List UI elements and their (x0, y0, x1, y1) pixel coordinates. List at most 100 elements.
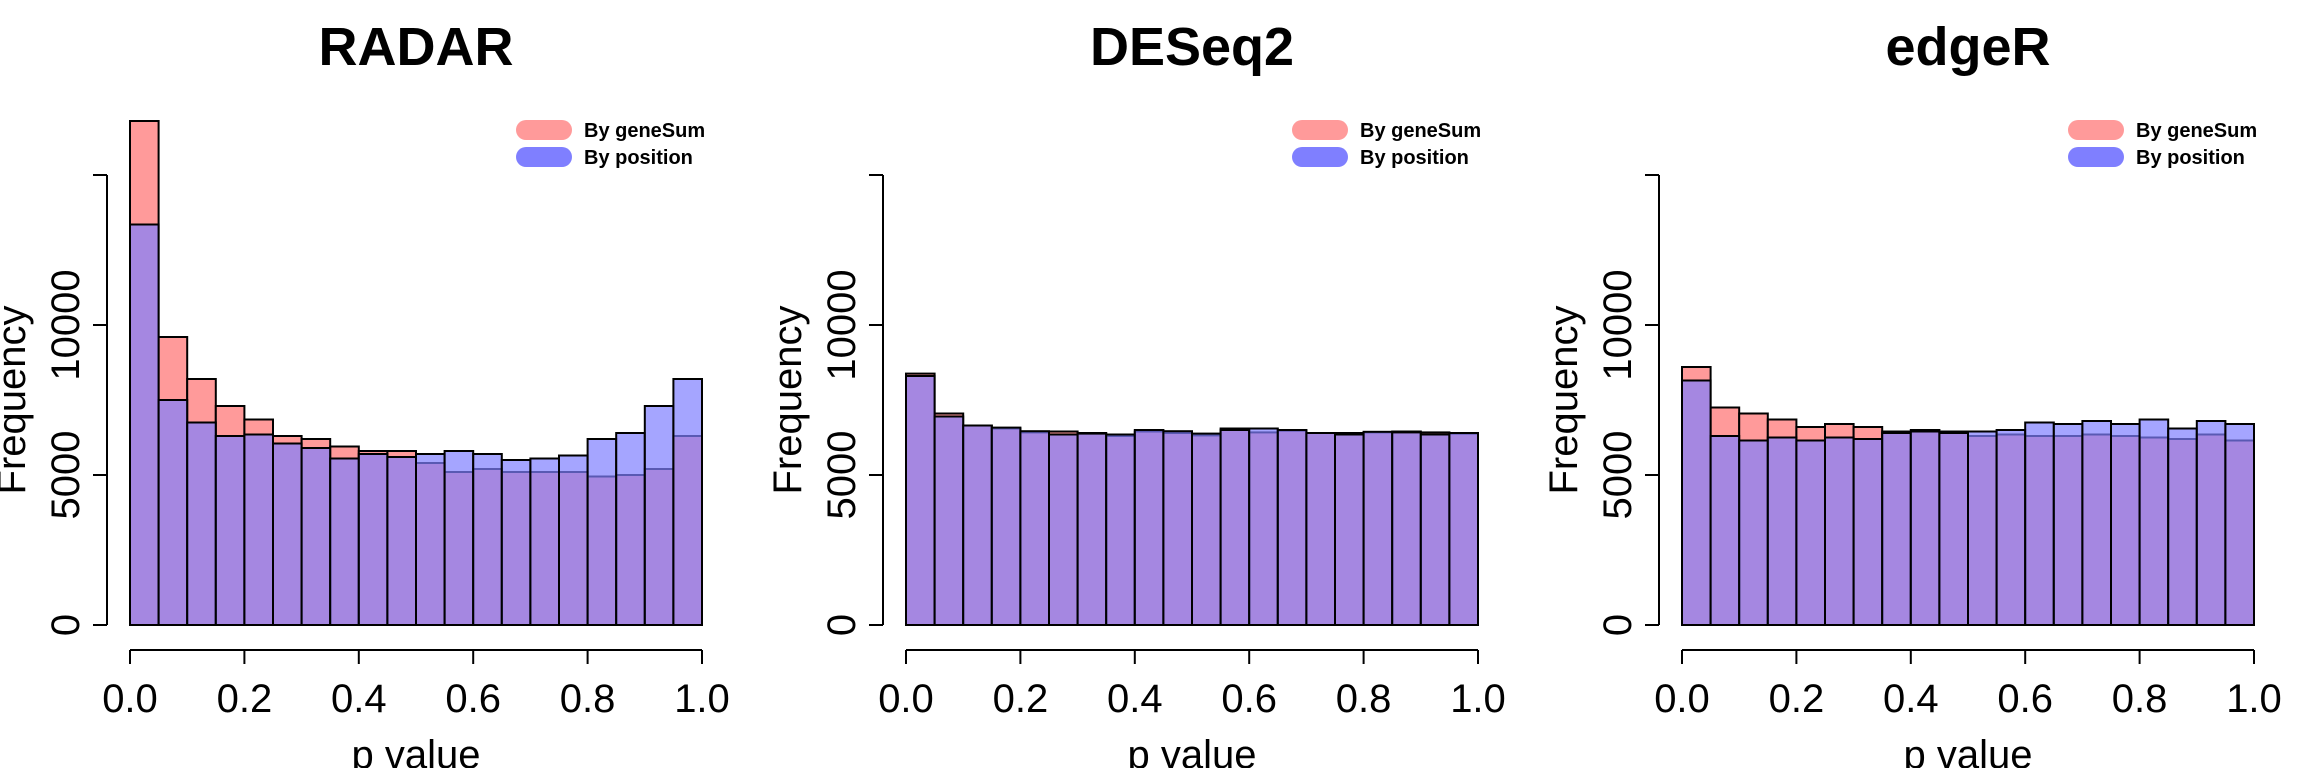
y-tick-label: 0 (44, 614, 88, 636)
x-tick-label: 0.0 (102, 677, 158, 721)
bar-by-position (1795, 439, 1827, 626)
bar-by-position (1909, 430, 1941, 626)
x-tick-label: 0.4 (1107, 677, 1163, 721)
bar-by-position (1048, 433, 1079, 626)
bar-by-position (243, 433, 274, 626)
chart-title: RADAR (319, 17, 514, 77)
bar-by-position (186, 421, 217, 626)
bar-by-position (1019, 430, 1051, 627)
legend-swatch (516, 147, 572, 167)
bar-by-position (2138, 418, 2170, 626)
bar-by-position (586, 438, 618, 626)
legend-label: By geneSum (584, 120, 705, 142)
y-tick-label: 10000 (44, 269, 88, 380)
bar-by-position (272, 442, 303, 626)
bar-by-position (357, 453, 389, 626)
x-tick-label: 1.0 (1450, 677, 1506, 721)
bar-by-position (962, 424, 993, 626)
x-tick-label: 0.4 (1883, 677, 1939, 721)
bar-by-position (1448, 432, 1480, 626)
y-tick-label: 0 (1596, 614, 1640, 636)
legend-swatch (2068, 147, 2124, 167)
panel-2: edgeR 0.0 0.2 0.4 0.6 0.8 1.0 p value 0 5000 10000… (1542, 17, 2282, 768)
legend-label: By geneSum (2136, 120, 2257, 142)
chart-title: edgeR (1885, 17, 2050, 77)
bar-by-position (500, 459, 532, 626)
x-tick-label: 0.6 (445, 677, 501, 721)
x-tick-label: 1.0 (674, 677, 730, 721)
legend-swatch (516, 120, 572, 140)
bar-by-position (990, 426, 1022, 626)
bar-by-position (1105, 433, 1136, 626)
bar-by-position (1419, 433, 1451, 626)
chart-title: DESeq2 (1090, 17, 1294, 77)
bar-by-position (1681, 379, 1712, 626)
bar-by-position (2081, 420, 2112, 626)
bar-by-position (1709, 435, 1741, 626)
bar-by-position (643, 405, 675, 626)
bar-by-position (933, 415, 965, 626)
x-tick-label: 0.2 (217, 677, 273, 721)
x-tick-label: 0.8 (560, 677, 616, 721)
bar-by-position (214, 435, 246, 626)
x-tick-label: 0.8 (1336, 677, 1392, 721)
bar-by-position (386, 456, 417, 626)
x-tick-label: 0.0 (1654, 677, 1710, 721)
bar-by-position (905, 375, 936, 626)
bar-by-position (129, 223, 160, 626)
bar-by-position (2224, 423, 2255, 626)
bar-by-position (1738, 439, 1769, 626)
y-tick-label: 5000 (44, 431, 88, 520)
bar-by-position (1391, 431, 1422, 626)
legend-swatch (2068, 120, 2124, 140)
bar-by-position (1881, 432, 1912, 626)
bar-by-position (472, 453, 503, 626)
x-axis-label: p value (1904, 733, 2033, 768)
legend-swatch (1292, 147, 1348, 167)
bar-by-position (615, 432, 646, 626)
bar-by-position (2052, 423, 2084, 626)
bar-by-position (558, 454, 589, 626)
bar-by-position (1938, 432, 1970, 626)
bar-by-position (1305, 432, 1337, 626)
bar-by-position (300, 447, 332, 626)
bar-by-position (1191, 432, 1222, 626)
bar-by-position (1766, 436, 1798, 626)
bar-by-position (1967, 430, 1998, 626)
y-tick-label: 5000 (820, 431, 864, 520)
panel-1: DESeq2 0.0 0.2 0.4 0.6 0.8 1.0 p value 0 5000 1000… (766, 17, 1506, 768)
x-tick-label: 0.6 (1997, 677, 2053, 721)
x-tick-label: 0.6 (1221, 677, 1277, 721)
bar-by-position (1248, 427, 1279, 626)
bar-by-position (1133, 429, 1165, 626)
x-tick-label: 1.0 (2226, 677, 2282, 721)
y-axis-label: Frequency (766, 306, 810, 495)
bar-by-position (443, 450, 475, 626)
legend-label: By geneSum (1360, 120, 1481, 142)
bar-by-position (2110, 423, 2141, 626)
bar-by-position (2167, 427, 2198, 626)
panel-0: RADAR 0.0 0.2 0.4 0.6 0.8 1.0 p value 0 5000 10000… (0, 17, 730, 768)
bar-by-position (1824, 436, 1855, 626)
bar-by-position (157, 399, 189, 626)
bar-by-position (529, 457, 561, 626)
x-axis-label: p value (352, 733, 481, 768)
y-axis-label: Frequency (1542, 306, 1586, 495)
y-tick-label: 5000 (1596, 431, 1640, 520)
legend-swatch (1292, 120, 1348, 140)
bar-by-position (1276, 429, 1308, 626)
bar-by-position (1995, 429, 2027, 626)
y-tick-label: 10000 (1596, 269, 1640, 380)
x-tick-label: 0.0 (878, 677, 934, 721)
x-tick-label: 0.2 (993, 677, 1049, 721)
bar-by-position (1076, 432, 1108, 626)
bar-by-position (1852, 438, 1884, 626)
x-tick-label: 0.8 (2112, 677, 2168, 721)
legend-label: By position (1360, 147, 1469, 169)
legend-label: By position (2136, 147, 2245, 169)
bar-by-position (2195, 420, 2227, 626)
bar-by-position (415, 453, 446, 626)
legend-label: By position (584, 147, 693, 169)
bar-by-position (1219, 429, 1251, 626)
